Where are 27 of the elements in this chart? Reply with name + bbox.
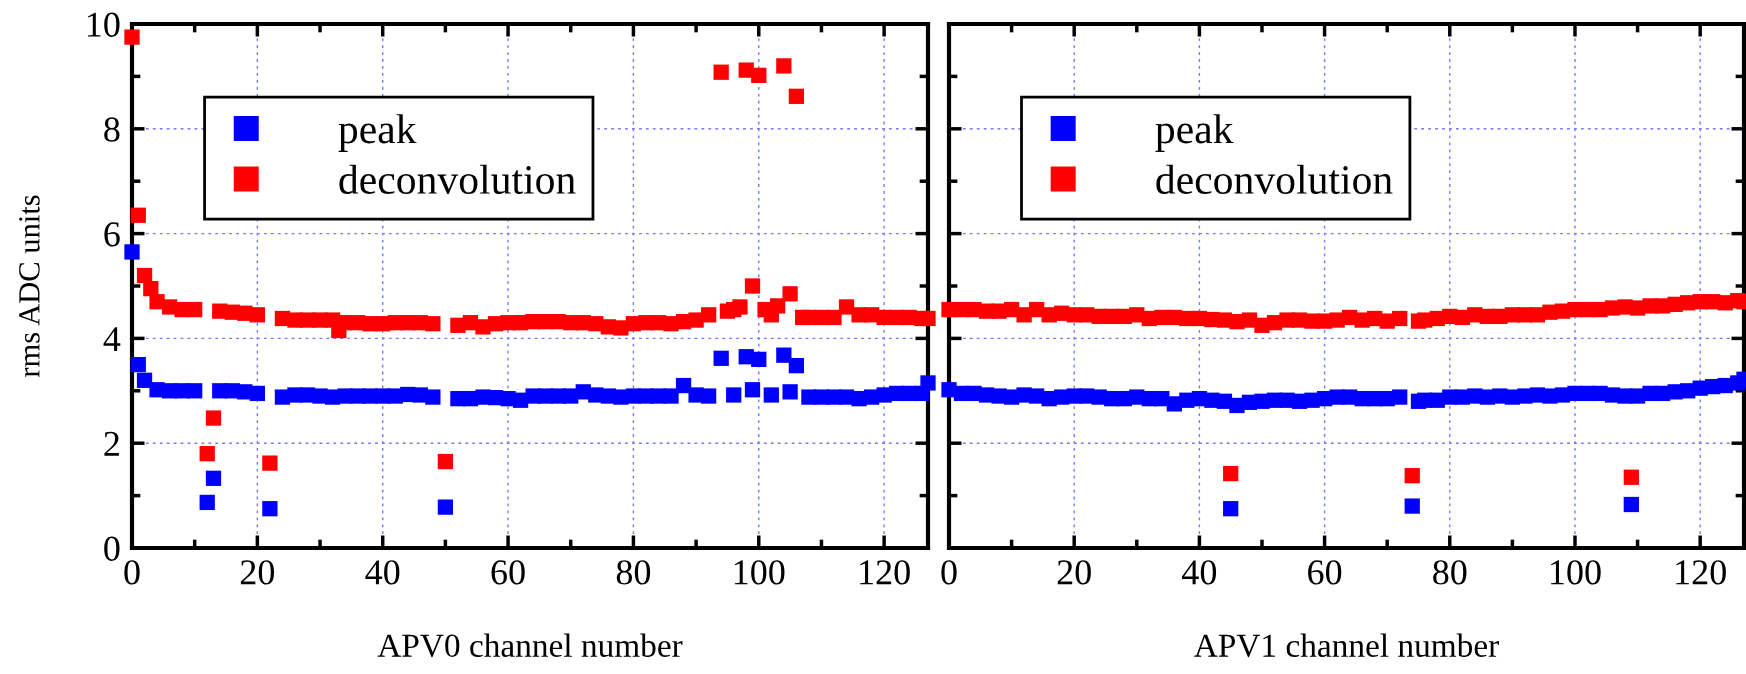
legend-label: deconvolution [339, 164, 576, 195]
y-tick-label: 8 [104, 117, 120, 142]
legend-label: peak [1155, 114, 1234, 152]
y-tick-label: 10 [87, 12, 120, 37]
x-tick-label: 20 [240, 560, 275, 585]
x-tick-label: 80 [616, 560, 651, 585]
x-tick-label: 100 [734, 560, 785, 585]
y-tick-label: 0 [104, 536, 120, 561]
y-tick-label: 6 [104, 222, 120, 247]
y-axis-title: rms ADC units [19, 195, 40, 378]
legend-label: deconvolution [1156, 164, 1393, 195]
x-tick-label: 60 [1308, 560, 1342, 585]
x-tick-label: 0 [941, 560, 957, 585]
x-tick-label: 100 [1551, 560, 1601, 585]
legend-label: peak [338, 114, 417, 152]
y-tick-label: 2 [104, 431, 119, 456]
x-tick-label: 120 [860, 560, 910, 585]
x-tick-label: 60 [491, 560, 525, 585]
x-tick-label: 80 [1433, 560, 1467, 585]
x-axis-title: APV0 channel number [377, 633, 683, 658]
y-tick-label: 4 [103, 327, 121, 351]
x-axis-title: APV1 channel number [1194, 633, 1499, 658]
x-tick-label: 120 [1676, 560, 1726, 585]
x-tick-label: 20 [1057, 560, 1091, 585]
x-tick-label: 40 [1182, 560, 1217, 585]
x-tick-label: 0 [124, 560, 140, 585]
x-tick-label: 40 [365, 560, 400, 585]
